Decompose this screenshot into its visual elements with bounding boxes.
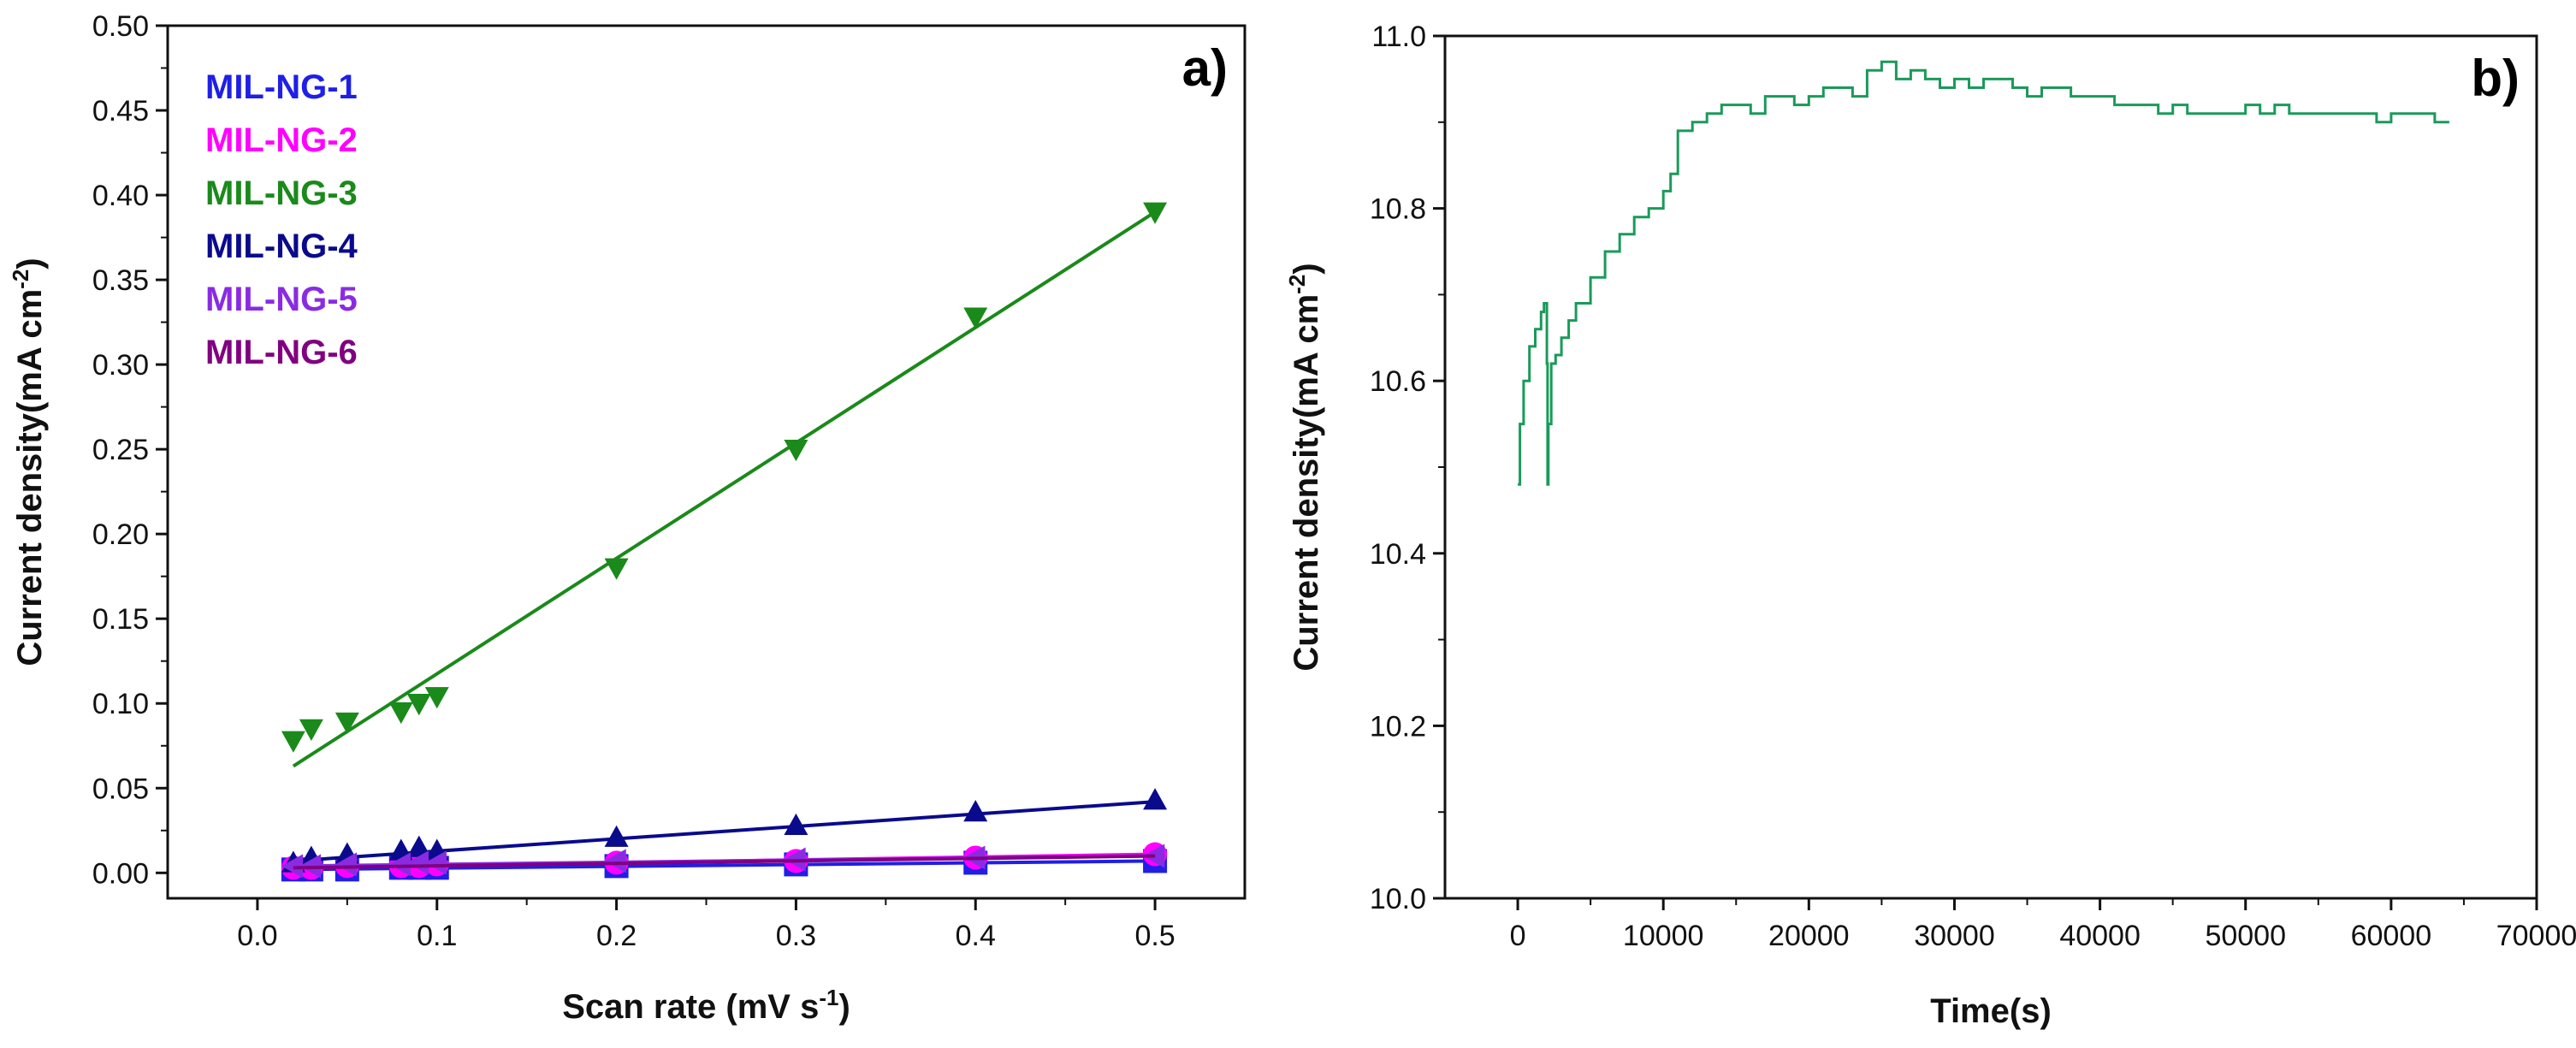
x-tick-label: 60000 (2351, 920, 2432, 952)
y-tick-label: 0.20 (92, 518, 149, 551)
legend-entry: MIL-NG-5 (205, 281, 358, 318)
x-tick-label: 0.0 (237, 920, 277, 952)
data-point (406, 694, 431, 716)
y-tick-label: 10.6 (1370, 365, 1426, 398)
x-tick-label: 0.5 (1134, 920, 1175, 952)
data-point (388, 702, 413, 725)
x-tick-label: 70000 (2496, 920, 2576, 952)
legend-entry: MIL-NG-6 (205, 334, 358, 371)
data-point (963, 799, 988, 822)
data-point (963, 307, 988, 329)
data-point (604, 849, 626, 873)
x-tick-label: 20000 (1768, 920, 1850, 952)
data-point (335, 852, 358, 877)
panel-label: a) (1182, 39, 1228, 97)
x-tick-label: 0 (1510, 920, 1526, 952)
y-axis-label: Current density(mA cm-2) (8, 258, 49, 666)
y-tick-label: 0.50 (92, 10, 149, 43)
x-tick-label: 0.2 (596, 920, 637, 952)
legend-entry: MIL-NG-4 (205, 228, 358, 265)
data-point (604, 825, 629, 847)
y-tick-label: 11.0 (1371, 21, 1426, 53)
y-tick-label: 0.15 (92, 603, 149, 636)
legend-entry: MIL-NG-2 (205, 121, 358, 159)
y-tick-label: 0.30 (92, 349, 149, 382)
y-tick-label: 0.40 (92, 180, 149, 212)
data-point (299, 719, 323, 741)
y-tick-label: 10.4 (1370, 538, 1426, 571)
series-MIL-NG-3 (281, 202, 1168, 768)
x-axis-label: Scan rate (mV s-1) (562, 985, 850, 1026)
data-point (388, 852, 411, 877)
y-tick-label: 0.10 (92, 688, 149, 720)
x-tick-label: 10000 (1623, 920, 1704, 952)
data-point (424, 687, 449, 709)
y-tick-label: 0.25 (92, 434, 149, 466)
x-tick-label: 30000 (1914, 920, 1995, 952)
x-tick-label: 50000 (2205, 920, 2286, 952)
x-tick-label: 0.1 (417, 920, 457, 952)
y-tick-label: 10.0 (1370, 883, 1426, 915)
fit-line (293, 854, 1156, 870)
chart-a: 0.0 0.1 0.2 0.3 0.4 0.5 0.00 0.05 0.10 0.15 0.20 0.… (8, 10, 1247, 1026)
y-tick-label: 10.8 (1370, 193, 1426, 226)
data-point (406, 835, 431, 857)
x-tick-label: 0.3 (776, 920, 816, 952)
fit-line (292, 210, 1157, 768)
data-point (335, 712, 359, 735)
x-axis-label: Time(s) (1930, 992, 2052, 1030)
legend-entry: MIL-NG-3 (205, 175, 358, 212)
data-point (424, 850, 447, 875)
series-MIL-NG-6 (293, 854, 1156, 870)
data-point (406, 850, 429, 875)
series-line (1518, 60, 2449, 486)
x-tick-label: 0.4 (956, 920, 996, 952)
y-tick-label: 10.2 (1370, 710, 1426, 743)
data-point (281, 854, 304, 879)
x-tick-label: 40000 (2059, 920, 2141, 952)
data-point (784, 439, 808, 462)
data-point (1143, 202, 1168, 224)
data-point (604, 558, 629, 580)
y-tick-label: 0.00 (92, 857, 149, 890)
y-tick-label: 0.45 (92, 95, 149, 127)
panel-label: b) (2471, 50, 2520, 107)
legend-entry: MIL-NG-1 (205, 68, 358, 106)
data-point (784, 813, 808, 836)
y-tick-label: 0.05 (92, 773, 149, 805)
data-point (281, 731, 305, 753)
y-axis-label: Current density(mA cm-2) (1284, 263, 1325, 671)
y-tick-label: 0.35 (92, 264, 149, 297)
chart-b: 0 10000 20000 30000 40000 50000 60000 70000 10.0… (1284, 21, 2576, 1030)
data-point (1143, 788, 1168, 810)
